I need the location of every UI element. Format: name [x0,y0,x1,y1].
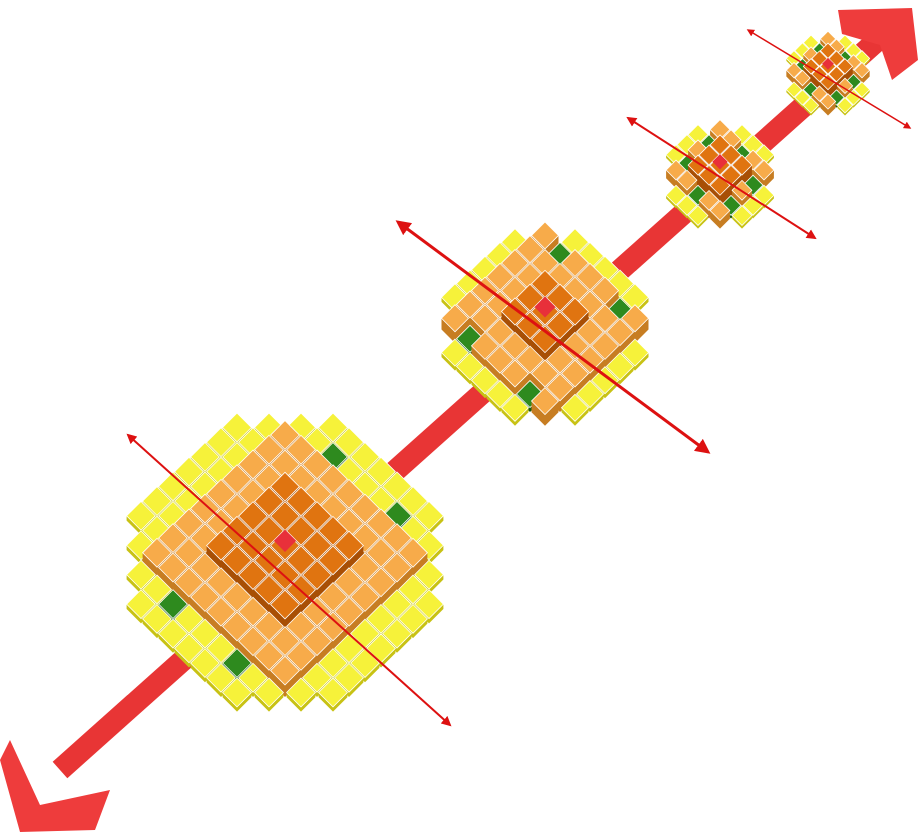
main-axis [0,8,918,832]
axis-head-start [0,740,110,832]
spread-arrows [126,29,912,727]
spread-arrow [126,433,452,727]
spread-arrow [395,220,711,454]
spread-arrow [626,116,817,240]
spread-arrow [746,29,912,129]
